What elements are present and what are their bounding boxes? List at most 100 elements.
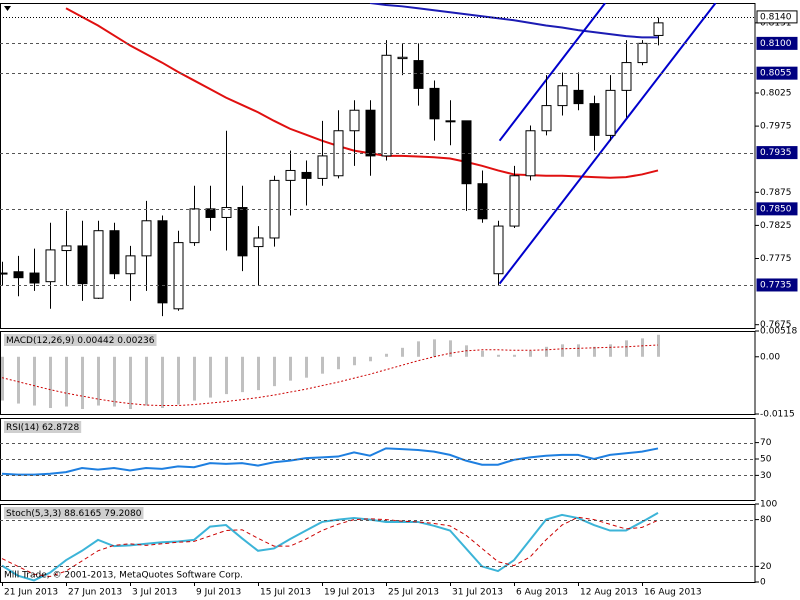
candle-body: [205, 208, 216, 218]
histogram-bar: [481, 350, 484, 357]
y-tick-label: 0.7825: [760, 221, 792, 231]
x-tick-label: 12 Aug 2013: [580, 588, 638, 598]
histogram-bar: [65, 356, 68, 407]
x-tick-label: 9 Jul 2013: [196, 588, 241, 598]
indicator-line: [1, 516, 659, 578]
level-label: 0.7935: [760, 148, 792, 158]
candle-body: [413, 60, 424, 89]
x-tick-label: 15 Jul 2013: [260, 588, 311, 598]
histogram-bar: [273, 356, 276, 387]
histogram-bar: [17, 356, 20, 404]
candle-body: [109, 230, 120, 275]
histogram-bar: [561, 344, 564, 357]
histogram-bar: [369, 356, 372, 362]
candle-body: [125, 255, 136, 275]
candle-body: [285, 169, 296, 181]
y-tick-label: 30: [760, 471, 772, 481]
y-tick-label: 0.00518: [760, 327, 797, 337]
candle-body: [493, 225, 504, 275]
candle-body: [461, 120, 472, 185]
candle-body: [173, 242, 184, 310]
histogram-bar: [657, 334, 660, 357]
candle-body: [365, 109, 376, 157]
candle-body: [221, 207, 232, 218]
histogram-bar: [417, 341, 420, 357]
y-tick-label: 0.7875: [760, 188, 792, 198]
candle-body: [557, 85, 568, 107]
histogram-bar: [593, 346, 596, 357]
level-label-box: [756, 202, 798, 216]
trend-line: [498, 3, 606, 142]
indicator-title-box: [4, 334, 157, 346]
histogram-bar: [193, 356, 196, 401]
trend-line: [498, 3, 717, 285]
candle-body: [349, 109, 360, 132]
candle-body: [637, 42, 648, 64]
histogram-bar: [145, 356, 148, 406]
x-tick-label: 31 Jul 2013: [452, 588, 503, 598]
histogram-bar: [49, 356, 52, 409]
candle-body: [61, 245, 72, 252]
histogram-bar: [577, 344, 580, 357]
candle-body: [653, 22, 664, 36]
histogram-bar: [113, 356, 116, 407]
candle-body: [573, 89, 584, 105]
x-tick-label: 25 Jul 2013: [388, 588, 439, 598]
y-tick-label: 100: [760, 500, 777, 510]
histogram-bar: [497, 354, 500, 357]
y-tick-label: 0.7975: [760, 122, 792, 132]
histogram-bar: [337, 356, 340, 370]
candle-body: [429, 87, 440, 120]
y-tick-label: 70: [760, 438, 772, 448]
panel-frame: [0, 504, 756, 583]
panel-layer: [1, 334, 660, 410]
level-label: 0.8100: [760, 39, 792, 49]
histogram-bar: [289, 356, 292, 381]
histogram-bar: [1, 356, 4, 401]
y-tick-label: 0.00: [760, 352, 780, 362]
candle-body: [45, 249, 56, 283]
histogram-bar: [97, 356, 100, 406]
level-label-box: [756, 278, 798, 292]
candle-body: [301, 171, 312, 179]
histogram-bar: [433, 339, 436, 357]
candle-body: [0, 272, 8, 275]
histogram-bar: [177, 356, 180, 405]
histogram-bar: [401, 347, 404, 357]
menu-icon[interactable]: [4, 6, 11, 11]
histogram-bar: [353, 356, 356, 366]
panel-frame: [0, 331, 756, 415]
panel-layer: [1, 447, 659, 476]
y-tick-label: -0.0115: [760, 410, 795, 420]
histogram-bar: [529, 350, 532, 357]
candle-body: [93, 230, 104, 299]
candle-body: [189, 208, 200, 244]
indicator-title-box: [4, 421, 82, 433]
histogram-bar: [81, 356, 84, 410]
level-label-box: [756, 36, 798, 50]
candle-body: [157, 220, 168, 304]
histogram-bar: [625, 340, 628, 357]
x-tick-label: 6 Aug 2013: [516, 588, 568, 598]
candle-body: [589, 103, 600, 136]
x-tick-label: 21 Jun 2013: [4, 588, 58, 598]
level-label: 0.8055: [760, 69, 792, 79]
y-tick-label: 80: [760, 515, 772, 525]
candle-body: [381, 54, 392, 157]
histogram-bar: [209, 356, 212, 398]
indicator-line: [1, 344, 659, 407]
histogram-bar: [257, 356, 260, 391]
histogram-bar: [225, 356, 228, 395]
histogram-bar: [129, 356, 132, 410]
level-label-box: [756, 146, 798, 160]
candle-body: [13, 271, 24, 279]
indicator-title: Stoch(5,3,3) 88.6165 79.2080: [6, 509, 142, 519]
indicator-line: [65, 7, 659, 179]
candle-body: [605, 89, 616, 136]
x-tick-label: 3 Jul 2013: [132, 588, 177, 598]
y-tick-label: 0.7775: [760, 254, 792, 264]
level-label: 0.8140: [760, 12, 792, 22]
candle-body: [445, 120, 456, 123]
candle-body: [397, 56, 408, 60]
